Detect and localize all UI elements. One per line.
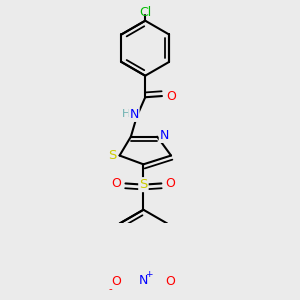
Text: O: O [112, 177, 121, 190]
Text: S: S [108, 149, 116, 162]
Text: O: O [166, 89, 176, 103]
Text: N: N [160, 129, 169, 142]
Text: +: + [145, 270, 152, 279]
Text: S: S [139, 178, 148, 191]
Text: N: N [139, 274, 148, 287]
Text: -: - [109, 284, 112, 294]
Text: O: O [166, 275, 176, 288]
Text: N: N [129, 108, 139, 121]
Text: O: O [166, 177, 176, 190]
Text: O: O [112, 275, 121, 288]
Text: Cl: Cl [139, 6, 151, 19]
Text: H: H [122, 110, 130, 119]
